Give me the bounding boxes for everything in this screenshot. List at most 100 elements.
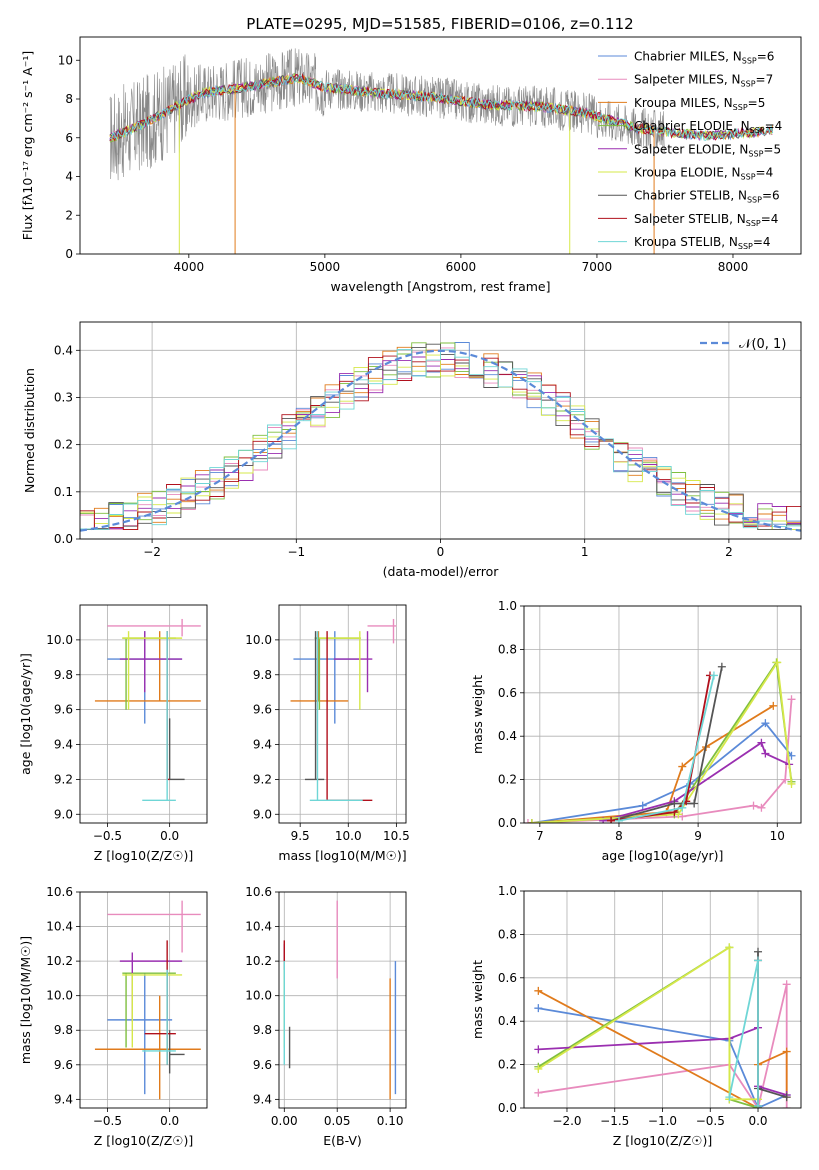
- x-tick-label: 10.0: [335, 829, 362, 843]
- point-marker-salpeter_miles: [524, 819, 532, 823]
- axes-frame: [79, 891, 208, 1109]
- y-tick-label: 10.2: [46, 954, 73, 968]
- spectrum-panel: 4000 5000 6000 7000 8000 0 2 4 6 8 10 wavelength [A…: [20, 15, 802, 294]
- y-tick-label: 9.0: [253, 807, 272, 821]
- x-tick-label: 8: [615, 829, 623, 843]
- y-tick-label: 10.4: [46, 920, 73, 934]
- point-marker-salpeter_miles: [534, 1088, 543, 1097]
- point-marker-salpeter_elodie: [757, 738, 766, 747]
- point-marker-salpeter_elodie: [761, 749, 770, 758]
- y-tick-label: 10.0: [46, 633, 73, 647]
- legend-label: Salpeter STELIB, NSSP=4: [634, 212, 778, 228]
- y-tick-label: 10.4: [245, 920, 272, 934]
- point-marker-kroupa_stelib: [725, 1093, 734, 1102]
- point-marker-chabrier_stelib: [782, 1093, 791, 1102]
- histogram-kroupa_stelib: [80, 348, 801, 531]
- plot-area: [94, 900, 201, 1100]
- y-tick-label: 9.0: [54, 807, 73, 821]
- model-spectrum-kroupa_stelib: [109, 74, 774, 142]
- x-tick-label: −0.5: [93, 1114, 122, 1128]
- point-marker-salpeter_miles: [782, 1104, 791, 1108]
- normal-reference-curve: [80, 349, 801, 532]
- axes-frame: [79, 604, 208, 824]
- histogram-salpeter_stelib: [80, 355, 801, 531]
- y-axis-label: mass weight: [470, 675, 485, 754]
- point-marker-kroupa_miles: [534, 986, 543, 995]
- plot-area: [524, 658, 796, 823]
- axes-frame: [79, 321, 802, 540]
- legend-label: Kroupa ELODIE, NSSP=4: [634, 166, 773, 182]
- point-marker-kroupa_stelib: [678, 803, 687, 812]
- y-tick-label: 10.0: [245, 633, 272, 647]
- histogram-kroupa_elodie: [80, 354, 801, 531]
- point-marker-salpeter_miles: [787, 695, 796, 704]
- y-tick-label: 0.2: [54, 438, 73, 452]
- x-tick-label: −1.5: [600, 1114, 629, 1128]
- x-axis-label: wavelength [Angstrom, rest frame]: [330, 279, 550, 294]
- y-tick-label: 0.1: [54, 485, 73, 499]
- axes-frame: [523, 605, 802, 824]
- y-axis-label: Normed distribution: [22, 368, 37, 493]
- series-line-kroupa_elodie: [537, 945, 758, 1101]
- y-tick-label: 0.0: [54, 532, 73, 546]
- point-marker-kroupa_stelib: [709, 671, 718, 680]
- point-marker-kroupa_stelib: [754, 1101, 763, 1108]
- series-line-salpeter_miles: [527, 699, 793, 823]
- weight-vs-metallicity-panel: −2.0 −1.5 −1.0 −0.5 0.0 0.0 0.2 0.4 0.6 0.8 1.0 Z […: [470, 884, 802, 1148]
- mass-vs-ebv-panel: 0.00 0.05 0.10 9.4 9.6 9.8 10.0 10.2 10.4 10.6 E(B…: [245, 885, 407, 1148]
- x-tick-label: 0.0: [748, 1114, 767, 1128]
- legend-label: Kroupa STELIB, NSSP=4: [634, 235, 771, 251]
- x-tick-label: 9.5: [291, 829, 310, 843]
- point-marker-kroupa_stelib: [754, 956, 763, 965]
- series-line-kroupa_stelib: [728, 960, 759, 1106]
- y-tick-label: 0.4: [498, 1014, 517, 1028]
- y-tick-label: 9.2: [54, 772, 73, 786]
- x-tick-label: 4000: [174, 260, 205, 274]
- point-marker-kroupa_elodie: [725, 943, 734, 952]
- y-tick-label: 9.4: [253, 738, 272, 752]
- x-tick-label: 0.0: [160, 829, 179, 843]
- x-tick-label: 0: [437, 545, 445, 559]
- y-axis-label: age [log10(age/yr)]: [18, 653, 33, 775]
- point-marker-salpeter_elodie: [534, 1045, 543, 1054]
- point-marker-chabrier_stelib: [670, 799, 679, 808]
- y-tick-label: 1.0: [498, 884, 517, 898]
- point-marker-salpeter_stelib: [607, 816, 616, 823]
- y-tick-label: 0.0: [498, 1101, 517, 1115]
- legend-label: Chabrier STELIB, NSSP=6: [634, 189, 780, 205]
- age-vs-metallicity-panel: −0.5 0.0 9.0 9.2 9.4 9.6 9.8 10.0 Z [log10(Z/Z☉)…: [18, 604, 208, 863]
- y-tick-label: 0.4: [498, 729, 517, 743]
- x-axis-label: Z [log10(Z/Z☉)]: [94, 848, 194, 863]
- y-tick-label: 10.6: [245, 885, 272, 899]
- y-tick-label: 9.8: [253, 1023, 272, 1037]
- plot-area: [534, 943, 791, 1108]
- plot-area: [283, 900, 397, 1100]
- point-marker-chabrier_miles: [534, 1004, 543, 1013]
- y-tick-label: 10.0: [245, 989, 272, 1003]
- x-tick-label: 0.0: [160, 1114, 179, 1128]
- x-axis-label: Z [log10(Z/Z☉)]: [94, 1133, 194, 1148]
- y-tick-label: 9.6: [54, 1058, 73, 1072]
- y-tick-label: 10: [58, 53, 73, 67]
- y-tick-label: 0.6: [498, 686, 517, 700]
- y-axis-label: Flux [fλ10⁻¹⁷ erg cm⁻² s⁻¹ A⁻¹]: [20, 51, 35, 240]
- x-tick-label: 0.05: [324, 1114, 351, 1128]
- y-tick-label: 2: [65, 208, 73, 222]
- x-axis-label: E(B-V): [323, 1133, 362, 1148]
- y-tick-label: 0.4: [54, 343, 73, 357]
- x-axis-label: mass [log10(M/M☉)]: [278, 848, 406, 863]
- axes-frame: [278, 604, 407, 824]
- point-marker-chabrier_stelib: [690, 799, 699, 808]
- x-axis-label: Z [log10(Z/Z☉)]: [613, 1133, 713, 1148]
- x-tick-label: −1: [287, 545, 305, 559]
- x-tick-label: 9: [694, 829, 702, 843]
- legend-label: Salpeter ELODIE, NSSP=5: [634, 142, 781, 158]
- series-line-chabrier_stelib: [610, 666, 723, 822]
- legend-label: Kroupa MILES, NSSP=5: [634, 96, 765, 112]
- legend-label: 𝒩(0, 1): [739, 337, 786, 352]
- point-marker-kroupa_elodie: [787, 779, 796, 788]
- point-marker-chabrier_stelib: [754, 947, 763, 956]
- axes-frame: [523, 890, 802, 1109]
- y-tick-label: 8: [65, 92, 73, 106]
- series-line-kroupa_stelib: [618, 675, 715, 822]
